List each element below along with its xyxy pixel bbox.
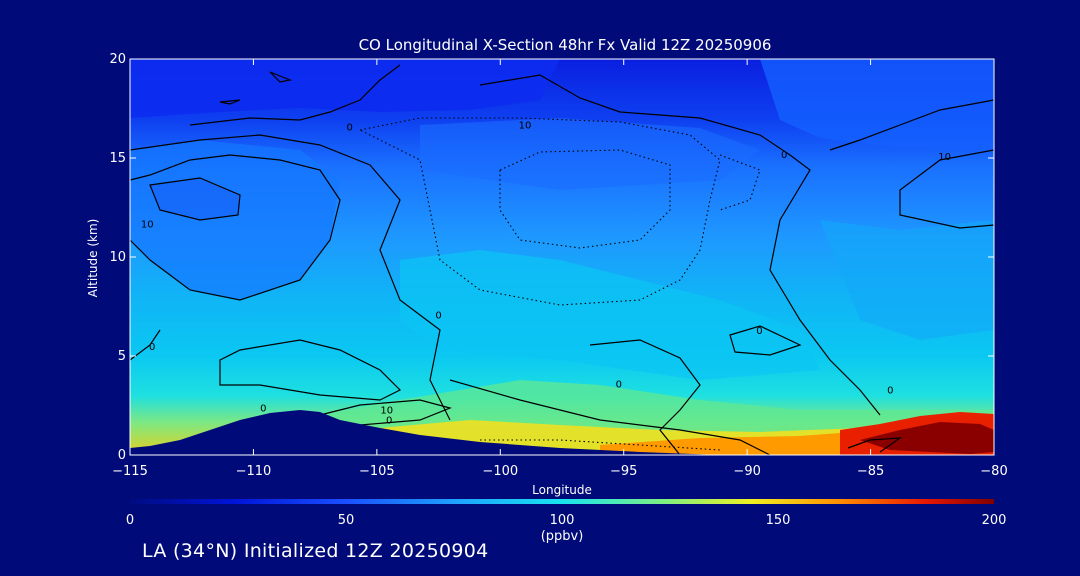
contour-label: 10 xyxy=(938,152,951,163)
contour-label: 0 xyxy=(260,403,266,414)
colorbar-tick-label: 150 xyxy=(766,513,791,528)
field-patch-max-core xyxy=(860,422,994,454)
x-tick-label: −95 xyxy=(610,464,637,479)
colorbar-unit-label: (ppbv) xyxy=(541,529,584,544)
contour-label: 0 xyxy=(887,386,893,397)
x-axis: −115 −110 −105 −100 −95 −90 −85 −80 xyxy=(112,59,1008,479)
colorbar: 0 50 100 150 200 (ppbv) xyxy=(126,499,1007,544)
y-tick-label: 5 xyxy=(118,349,126,364)
x-tick-label: −80 xyxy=(980,464,1007,479)
field-patch-upper-left xyxy=(130,59,560,118)
x-tick-label: −115 xyxy=(112,464,148,479)
contour-label: 0 xyxy=(347,122,353,133)
y-axis-label: Altitude (km) xyxy=(86,219,100,298)
contour-label: 0 xyxy=(386,415,392,426)
field-patch-mid-cyan xyxy=(400,250,820,380)
field-patch-right-cyan xyxy=(820,220,994,340)
field-patch-left-core xyxy=(150,178,240,220)
colorbar-tick-label: 100 xyxy=(550,513,575,528)
terrain-mask xyxy=(130,410,994,455)
plot-area xyxy=(130,59,994,455)
colorbar-ticks: 0 50 100 150 200 xyxy=(126,513,1007,528)
contour-label: 0 xyxy=(616,380,622,391)
field-patch-upper-mid xyxy=(420,118,760,190)
contour-lines xyxy=(130,64,994,455)
field-patch-upper-right xyxy=(760,59,994,150)
contour-label: 0 xyxy=(756,326,762,337)
contour-label: 10 xyxy=(380,405,393,416)
x-axis-label: Longitude xyxy=(532,483,592,497)
x-tick-label: −90 xyxy=(733,464,760,479)
x-tick-label: −100 xyxy=(482,464,518,479)
contour-lines-dotted xyxy=(358,117,761,451)
x-tick-label: −105 xyxy=(359,464,395,479)
colorbar-gradient xyxy=(130,499,994,504)
contour-label: 0 xyxy=(435,310,441,321)
x-tick-label: −110 xyxy=(236,464,272,479)
colorbar-tick-label: 50 xyxy=(338,513,355,528)
x-tick-label: −85 xyxy=(857,464,884,479)
contour-label: 0 xyxy=(149,342,155,353)
chart-title: CO Longitudinal X-Section 48hr Fx Valid … xyxy=(359,36,772,54)
y-tick-label: 15 xyxy=(109,151,126,166)
y-tick-label: 0 xyxy=(118,448,126,463)
y-tick-label: 20 xyxy=(109,52,126,67)
colorbar-tick-label: 0 xyxy=(126,513,134,528)
contour-label: 10 xyxy=(519,120,532,131)
contour-label: 10 xyxy=(141,219,154,230)
colorbar-tick-label: 200 xyxy=(982,513,1007,528)
initialization-note: LA (34°N) Initialized 12Z 20250904 xyxy=(142,540,489,562)
y-axis: 0 5 10 15 20 xyxy=(109,52,994,463)
y-tick-label: 10 xyxy=(109,250,126,265)
contour-label: 0 xyxy=(781,150,787,161)
